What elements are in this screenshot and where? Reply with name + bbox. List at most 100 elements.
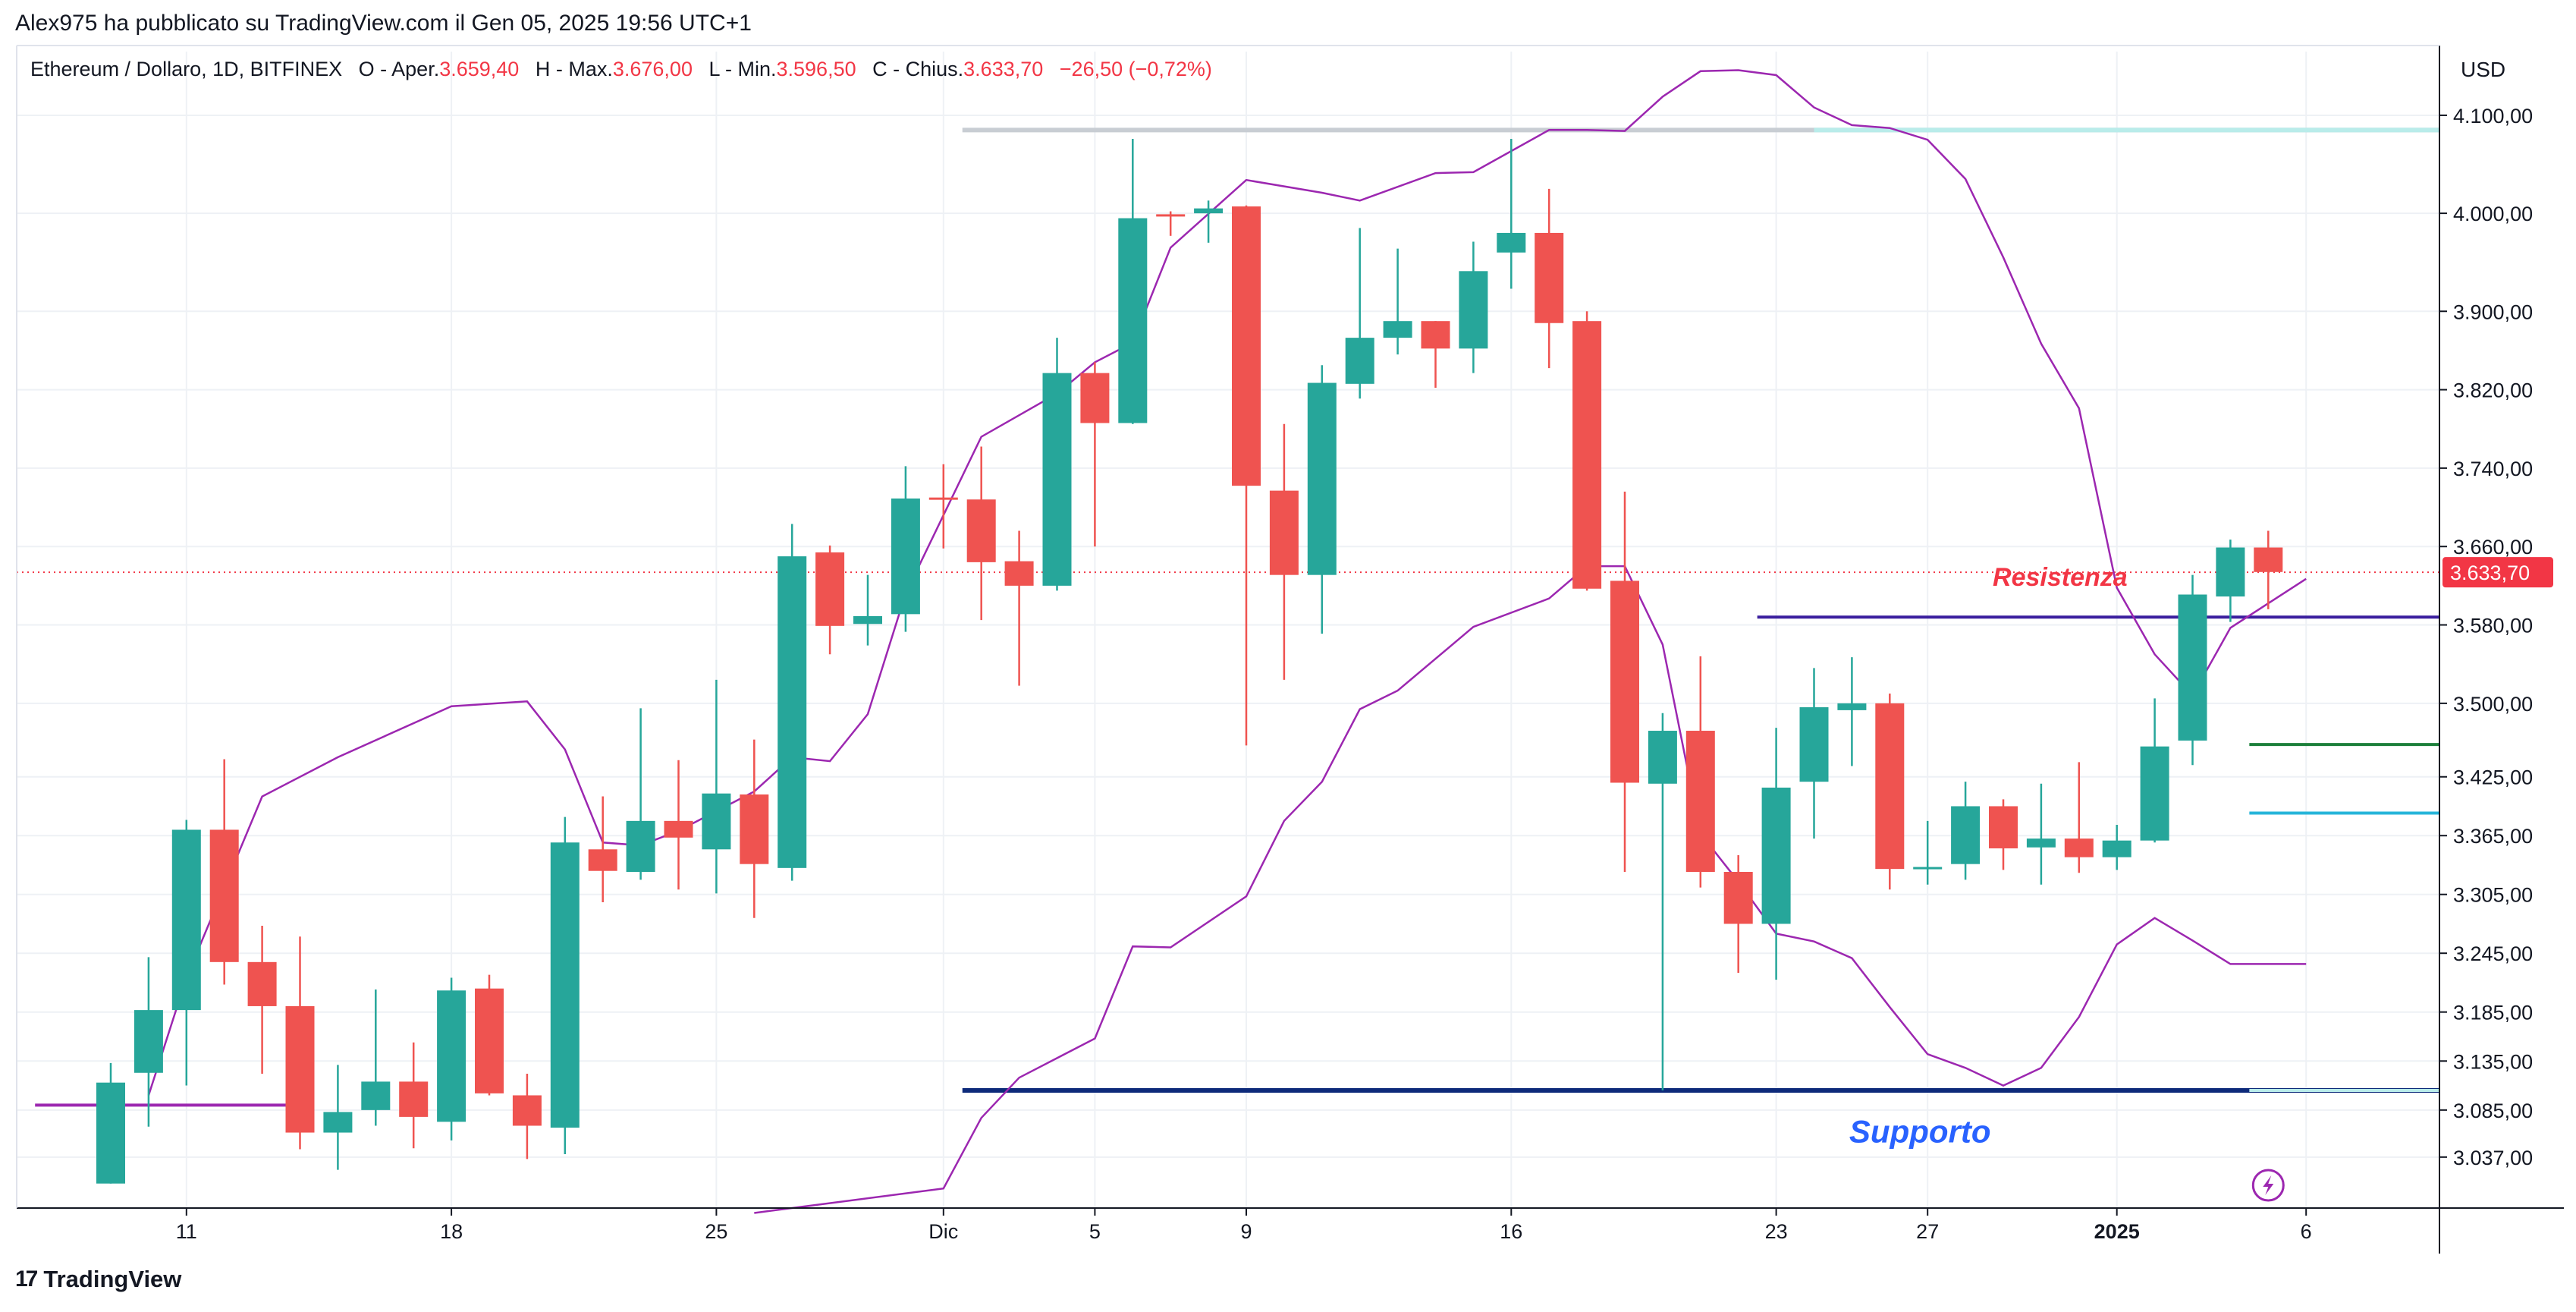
candle-body [778, 556, 807, 868]
candle-body [1042, 373, 1072, 586]
price-tick-label: 4.100,00 [2453, 105, 2533, 127]
low-label: L - Min. [708, 58, 777, 80]
chart-annotations: Resistenza Supporto [1849, 563, 2128, 1150]
lightning-icon [2251, 1169, 2285, 1202]
candle-body [1383, 321, 1412, 338]
candle-body [1761, 787, 1791, 924]
bullish-candle [1118, 138, 1148, 424]
candle-body [2140, 746, 2169, 841]
candle-body [2064, 838, 2094, 857]
candle-body [361, 1081, 391, 1110]
candle-body [928, 497, 958, 500]
price-tick-label: 3.135,00 [2453, 1050, 2533, 1073]
price-tick-label: 3.425,00 [2453, 766, 2533, 789]
candle-body [285, 1005, 315, 1133]
bearish-candle [1080, 362, 1110, 547]
candle-body [1723, 872, 1753, 924]
bearish-candle [1610, 491, 1639, 873]
bearish-candle [2064, 762, 2094, 873]
bearish-candle [475, 974, 504, 1096]
price-axis[interactable]: 4.100,00 4.000,00 3.900,00 3.820,00 3.740,00… [2439, 105, 2553, 1169]
candle-body [2254, 547, 2283, 572]
bullish-candle [1459, 241, 1488, 373]
candle-body [815, 552, 845, 626]
bearish-candle [966, 446, 996, 621]
bullish-candle [361, 989, 391, 1126]
time-tick-label: 23 [1765, 1220, 1788, 1243]
bearish-candle [1685, 656, 1715, 888]
bullish-candle [778, 524, 807, 881]
bullish-candle [1799, 668, 1829, 839]
bullish-candle [437, 977, 467, 1141]
bullish-candle [702, 679, 731, 894]
chart-grid [17, 52, 2439, 1208]
price-tick-label: 3.245,00 [2453, 942, 2533, 965]
bearish-candle [1875, 693, 1905, 890]
currency-label[interactable]: USD [2461, 58, 2506, 81]
bullish-candle [2140, 698, 2169, 843]
candlestick-series [96, 138, 2283, 1184]
candle-body [1799, 707, 1829, 782]
chart-frame [16, 45, 2564, 1254]
bullish-candle [550, 816, 580, 1154]
bearish-candle [2254, 530, 2283, 609]
candle-body [891, 498, 920, 615]
price-tick-label: 3.740,00 [2453, 458, 2533, 480]
bullish-candle [2216, 540, 2245, 622]
bearish-candle [1232, 205, 1261, 746]
price-tick-label: 3.580,00 [2453, 615, 2533, 637]
time-tick-label: 5 [1089, 1220, 1101, 1243]
candle-body [550, 842, 580, 1128]
close-value: 3.633,70 [963, 58, 1044, 80]
bearish-candle [209, 759, 239, 985]
symbol-title[interactable]: Ethereum / Dollaro, 1D, BITFINEX [30, 58, 343, 80]
candle-body [1875, 703, 1905, 870]
candle-body [588, 849, 617, 871]
price-tick-label: 4.000,00 [2453, 203, 2533, 225]
bullish-candle [2026, 783, 2056, 885]
candle-body [1004, 561, 1034, 586]
bullish-candle [891, 466, 920, 632]
bearish-candle [1535, 188, 1564, 369]
bullish-candle [96, 1062, 125, 1184]
candle-body [1572, 321, 1602, 589]
bullish-candle [2102, 825, 2131, 870]
candle-body [1232, 206, 1261, 486]
resistance-annotation: Resistenza [1993, 563, 2128, 592]
candle-body [1156, 214, 1186, 217]
bearish-candle [399, 1042, 429, 1149]
bullish-candle [134, 957, 163, 1127]
bearish-candle [664, 760, 693, 890]
time-tick-label: Dic [928, 1220, 958, 1243]
bearish-candle [1004, 530, 1034, 686]
candle-body [96, 1082, 125, 1184]
tradingview-footer[interactable]: 17 TradingView [15, 1266, 181, 1293]
close-label: C - Chius. [872, 58, 964, 80]
lower-band-line [754, 565, 2307, 1214]
bearish-candle [740, 739, 769, 918]
candle-body [853, 615, 882, 625]
candle-body [437, 990, 467, 1122]
price-tick-label: 3.820,00 [2453, 379, 2533, 402]
bollinger-bands [147, 69, 2307, 1214]
candle-body [966, 499, 996, 562]
candle-body [2216, 547, 2245, 597]
price-tick-label: 3.085,00 [2453, 1100, 2533, 1122]
bearish-candle [1269, 423, 1299, 680]
bullish-candle [1761, 728, 1791, 980]
time-tick-label: 11 [176, 1220, 197, 1243]
bearish-candle [815, 545, 845, 655]
bullish-candle [1497, 138, 1526, 289]
time-axis[interactable]: 11 18 25 Dic 5 9 16 23 27 2025 6 [176, 1208, 2312, 1243]
price-tick-label: 3.185,00 [2453, 1002, 2533, 1024]
price-tick-label: 3.037,00 [2453, 1147, 2533, 1169]
last-price-tag-label: 3.633,70 [2450, 562, 2530, 584]
candle-body [323, 1112, 353, 1133]
published-by-header: Alex975 ha pubblicato su TradingView.com… [15, 11, 752, 36]
candle-body [1648, 731, 1677, 784]
price-tick-label: 3.500,00 [2453, 693, 2533, 716]
low-value: 3.596,50 [776, 58, 856, 80]
candle-body [2102, 840, 2131, 857]
candle-body [1118, 218, 1148, 423]
